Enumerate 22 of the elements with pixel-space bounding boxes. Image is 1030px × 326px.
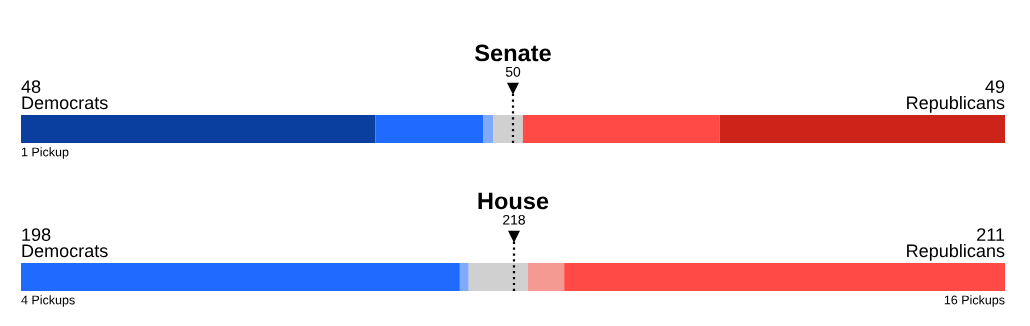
text: 198 Democrats (22, 228, 108, 258)
bar (21, 115, 376, 143)
text: 1 Pickup (21, 147, 69, 159)
bar (21, 263, 460, 291)
text: 218 (503, 214, 525, 225)
text: 16 Pickups (944, 295, 1005, 307)
bar (493, 115, 523, 143)
text: 50 (505, 66, 521, 77)
bar (468, 263, 528, 291)
chart-title: House (478, 192, 549, 210)
bar (527, 263, 565, 291)
text: 211 Republicans (907, 228, 1005, 261)
bar (719, 115, 1005, 143)
bar (483, 115, 494, 143)
bar (459, 263, 469, 291)
text: 49 Republicans (907, 80, 1005, 113)
bar (522, 115, 720, 143)
text: 48 Democrats (21, 80, 108, 110)
chart-title: Senate (474, 44, 551, 62)
text: 4 Pickups (21, 295, 75, 307)
bar (564, 263, 1005, 291)
bar (375, 115, 484, 143)
